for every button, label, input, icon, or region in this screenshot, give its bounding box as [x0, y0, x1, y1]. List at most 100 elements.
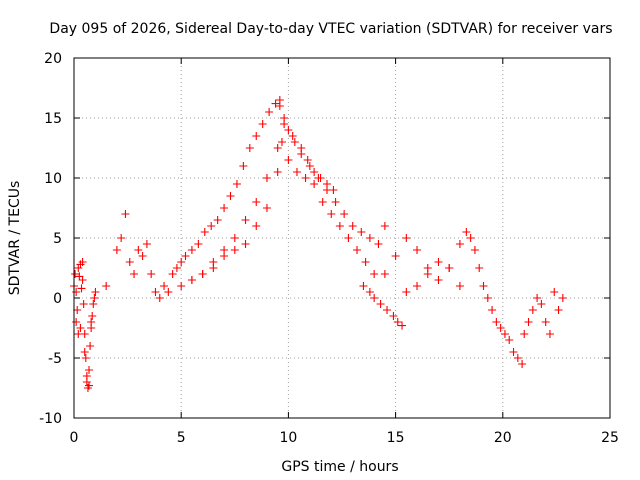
data-point — [147, 270, 156, 278]
data-point — [102, 282, 111, 290]
grid-lines — [74, 58, 610, 418]
data-point — [76, 324, 85, 332]
data-point — [492, 318, 501, 326]
data-point — [374, 240, 383, 248]
data-point — [518, 360, 527, 368]
data-point — [513, 354, 522, 362]
y-tick-label: 5 — [53, 231, 62, 247]
data-point — [353, 246, 362, 254]
data-point — [393, 318, 402, 326]
data-point — [361, 258, 370, 266]
data-point — [187, 246, 196, 254]
data-point — [82, 378, 91, 386]
data-point — [142, 240, 151, 248]
data-point — [462, 228, 471, 236]
data-point — [537, 300, 546, 308]
data-point — [91, 288, 100, 296]
data-point — [220, 204, 229, 212]
x-tick-label: 25 — [601, 430, 619, 446]
data-point — [194, 240, 203, 248]
x-tick-label: 20 — [494, 430, 512, 446]
data-point — [78, 276, 87, 284]
data-point — [479, 282, 488, 290]
x-tick-label: 5 — [177, 430, 186, 446]
data-point — [130, 270, 139, 278]
data-point — [275, 102, 284, 110]
data-point — [177, 258, 186, 266]
data-point — [488, 306, 497, 314]
data-point — [380, 270, 389, 278]
data-point — [252, 132, 261, 140]
data-point — [365, 288, 374, 296]
x-tick-label: 10 — [279, 430, 297, 446]
data-point — [520, 330, 529, 338]
data-point — [117, 234, 126, 242]
x-axis-title: GPS time / hours — [281, 459, 398, 475]
y-tick-label: 20 — [44, 51, 62, 67]
data-point — [292, 168, 301, 176]
data-point — [80, 348, 89, 356]
data-point — [310, 168, 319, 176]
data-point — [164, 288, 173, 296]
data-point — [310, 180, 319, 188]
data-point — [74, 330, 83, 338]
series-sdtvar — [70, 96, 567, 392]
data-point — [241, 240, 250, 248]
x-tick-label: 15 — [387, 430, 405, 446]
data-point — [252, 198, 261, 206]
data-point — [198, 270, 207, 278]
data-point — [73, 306, 82, 314]
data-point — [297, 150, 306, 158]
data-point — [389, 312, 398, 320]
data-point — [89, 300, 98, 308]
data-point — [318, 198, 327, 206]
data-point — [284, 156, 293, 164]
data-point — [88, 312, 97, 320]
data-point — [155, 294, 164, 302]
data-point — [483, 294, 492, 302]
data-point — [290, 138, 299, 146]
data-point — [398, 321, 407, 330]
data-point — [466, 234, 475, 242]
data-point — [172, 264, 181, 272]
data-point — [365, 234, 374, 242]
data-point — [86, 342, 95, 350]
data-point — [554, 306, 563, 314]
data-point — [455, 282, 464, 290]
data-point — [78, 258, 87, 266]
y-tick-label: 0 — [53, 291, 62, 307]
data-point — [81, 354, 90, 362]
data-point — [258, 120, 267, 128]
data-point — [335, 222, 344, 230]
y-tick-label: 10 — [44, 171, 62, 187]
data-point — [90, 294, 99, 302]
data-point — [327, 210, 336, 218]
data-point — [359, 282, 368, 290]
data-point — [87, 324, 96, 332]
data-point — [271, 99, 280, 108]
data-point — [455, 240, 464, 248]
x-axis-ticks: 0 5 10 15 20 25 — [70, 58, 619, 446]
data-point — [273, 144, 282, 152]
data-point — [533, 294, 542, 302]
data-point — [305, 162, 314, 170]
data-point — [138, 252, 147, 260]
data-point — [226, 192, 235, 200]
data-point — [434, 276, 443, 284]
data-point — [322, 186, 331, 194]
data-point — [434, 258, 443, 266]
data-point — [344, 234, 353, 242]
data-point — [545, 330, 554, 338]
data-point — [72, 288, 81, 296]
y-tick-label: -10 — [39, 411, 62, 427]
data-point — [262, 174, 271, 182]
data-point — [160, 282, 169, 290]
data-point — [230, 246, 239, 254]
data-point — [241, 216, 250, 224]
data-point — [402, 234, 411, 242]
data-point — [134, 246, 143, 254]
data-point — [500, 330, 509, 338]
data-points — [70, 96, 567, 392]
data-point — [402, 288, 411, 296]
